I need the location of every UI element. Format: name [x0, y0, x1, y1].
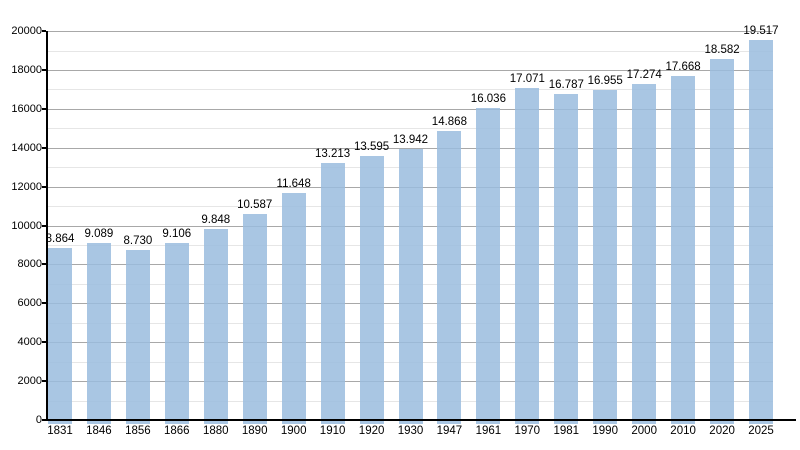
x-tick-label: 1910: [319, 425, 346, 437]
bar-value-label: 16.036: [470, 93, 506, 106]
y-tick-label: 10000: [11, 219, 42, 232]
bar: [554, 93, 579, 424]
bar-value-label: 9.106: [162, 227, 192, 240]
bar-value-label: 8.730: [123, 235, 153, 248]
gridline-major: [48, 31, 773, 32]
x-tick-label: 1846: [86, 425, 112, 437]
bar: [632, 84, 657, 424]
gridline-minor: [48, 50, 773, 52]
y-axis-tick: [42, 380, 46, 383]
bar-value-label: 18.582: [704, 43, 740, 56]
x-tick-label: 1880: [203, 425, 229, 437]
bar-value-label: 11.648: [276, 178, 311, 191]
x-tick-label: 1961: [475, 425, 502, 437]
gridline-major: [48, 108, 773, 110]
y-axis-tick: [42, 341, 46, 344]
plot-area: 8.864 9.089 8.730 9.106 9.848 10.587 11.648 13.…: [45, 25, 779, 424]
y-axis-tick: [42, 302, 46, 305]
bar: [593, 90, 618, 424]
bar: [749, 40, 773, 424]
x-tick-label: 1920: [358, 425, 385, 437]
y-tick-label: 12000: [11, 180, 42, 193]
x-axis-line: [46, 419, 796, 421]
gridline-major: [48, 147, 773, 149]
x-tick-label: 2020: [709, 425, 735, 437]
bar-value-label: 8.864: [45, 232, 75, 245]
bar-value-label: 13.213: [315, 148, 351, 160]
bar-value-label: 10.587: [237, 199, 273, 212]
gridline-minor: [48, 128, 773, 130]
y-axis-tick: [42, 68, 46, 71]
bar: [515, 88, 540, 424]
y-axis-tick: [42, 107, 46, 110]
bar-value-label: 16.787: [548, 78, 584, 91]
x-tick-label: 1970: [514, 425, 541, 437]
y-tick-label: 4000: [17, 336, 42, 349]
bar: [281, 193, 306, 424]
bar-value-label: 17.071: [509, 73, 545, 85]
x-tick-label: 1890: [241, 425, 268, 437]
bar-value-label: 9.848: [201, 213, 231, 226]
y-tick-label: 6000: [17, 297, 42, 310]
y-tick-label: 0: [35, 414, 42, 426]
bar: [476, 108, 501, 424]
x-tick-label: 1930: [397, 425, 424, 437]
bar: [242, 214, 267, 424]
bar: [710, 58, 735, 424]
y-tick-label: 2000: [17, 375, 42, 388]
x-tick-label: 2025: [748, 425, 774, 437]
y-axis-tick: [42, 263, 46, 266]
x-tick-label: 1856: [125, 425, 151, 437]
y-tick-label: 16000: [11, 102, 42, 115]
bar: [359, 155, 384, 424]
bar: [320, 163, 345, 424]
x-tick-label: 1990: [592, 425, 618, 437]
gridline-major: [48, 69, 773, 71]
x-tick-label: 2010: [670, 425, 696, 437]
bar-value-label: 17.274: [626, 69, 662, 81]
y-axis-tick: [42, 185, 46, 188]
y-axis-tick: [42, 224, 46, 227]
bar: [437, 130, 462, 424]
bar: [671, 76, 696, 424]
bar: [48, 247, 72, 424]
x-tick-label: 1981: [553, 425, 580, 437]
bar-value-label: 16.955: [587, 75, 623, 88]
y-axis-line: [46, 31, 48, 421]
y-tick-label: 18000: [11, 63, 42, 76]
x-tick-label: 1866: [164, 425, 190, 437]
x-tick-label: 1947: [436, 425, 463, 437]
x-tick-label: 2000: [631, 425, 657, 437]
bar: [125, 250, 150, 424]
y-tick-label: 8000: [17, 258, 42, 271]
y-axis-tick: [42, 30, 46, 32]
bar-value-label: 13.942: [392, 133, 429, 146]
bar: [398, 148, 423, 424]
bar-value-label: 19.517: [743, 25, 779, 38]
x-tick-label: 1831: [47, 425, 73, 437]
y-tick-label: 20000: [11, 25, 42, 37]
x-tick-label: 1900: [280, 425, 307, 437]
bar: [164, 242, 189, 424]
y-axis-tick: [42, 419, 46, 421]
y-axis-tick: [42, 146, 46, 149]
gridline-minor: [48, 89, 773, 91]
bar-value-label: 14.868: [431, 115, 467, 128]
bar: [86, 243, 111, 424]
bar-value-label: 13.595: [354, 140, 390, 153]
y-tick-label: 14000: [11, 141, 42, 154]
bar: [203, 228, 228, 424]
bar-value-label: 17.668: [665, 61, 701, 74]
bar-value-label: 9.089: [84, 228, 114, 241]
